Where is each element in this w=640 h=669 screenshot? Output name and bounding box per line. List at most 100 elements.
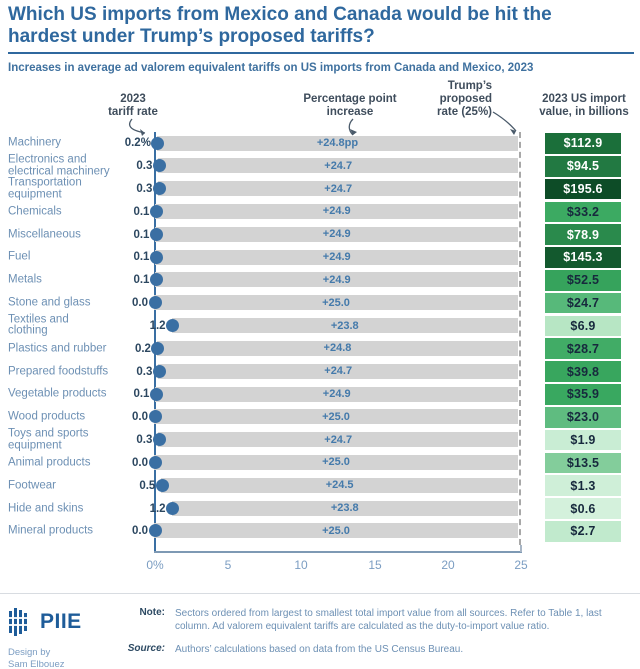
chart-subtitle: Increases in average ad valorem equivale… xyxy=(8,62,534,74)
increase-bar: +25.0 xyxy=(154,523,518,539)
import-value-badge: $2.7 xyxy=(545,521,621,542)
import-value-badge: $0.6 xyxy=(545,498,621,519)
tariff-rate-dot xyxy=(166,319,180,333)
tariff-rate-dot xyxy=(149,227,163,241)
tariff-rate-dot xyxy=(152,182,166,196)
source-text: Authors’ calculations based on data from… xyxy=(175,644,464,655)
tariff-rate-dot xyxy=(148,296,162,310)
import-value-badge: $145.3 xyxy=(545,247,621,268)
title-divider xyxy=(8,52,634,54)
x-tick-15: 15 xyxy=(368,558,382,572)
tariff-rate-dot xyxy=(152,364,166,378)
page-title: Which US imports from Mexico and Canada … xyxy=(8,4,552,47)
increase-bar: +24.8 xyxy=(156,340,518,356)
tariff-rate-value: 0.0 xyxy=(132,456,148,469)
import-value-badge: $13.5 xyxy=(545,452,621,474)
category-label: Prepared foodstuffs xyxy=(8,364,109,377)
chart-row: Animal products +25.0 0.0 $13.5 xyxy=(0,451,640,474)
import-value-badge: $28.7 xyxy=(545,338,621,360)
column-header-proposed-rate: Trump’s proposed rate (25%) xyxy=(437,80,492,118)
increase-value: +24.9 xyxy=(322,388,351,401)
x-tick-25: 25 xyxy=(514,558,528,572)
import-value-badge: $24.7 xyxy=(545,292,621,314)
increase-bar: +25.0 xyxy=(154,295,518,311)
increase-value: +24.7 xyxy=(324,433,353,446)
category-label: Stone and glass xyxy=(8,296,91,309)
import-value-badge: $1.9 xyxy=(545,429,621,451)
tariff-rate-value: 0.3 xyxy=(136,434,153,447)
category-label: Transportation equipment xyxy=(8,176,82,201)
increase-bar: +24.7 xyxy=(158,181,518,197)
tariff-rate-value: 0.2% xyxy=(124,137,151,150)
increase-bar: +23.8 xyxy=(171,500,518,516)
tariff-rate-dot xyxy=(149,273,163,287)
increase-bar: +24.9 xyxy=(155,249,518,265)
tariff-rate-value: 0.0 xyxy=(132,297,148,310)
tariff-rate-value: 0.0 xyxy=(132,525,148,538)
category-label: Footwear xyxy=(8,478,56,491)
tariff-rate-dot xyxy=(148,524,162,538)
source-label: Source: xyxy=(127,643,165,654)
chart-row: Miscellaneous +24.9 0.1 $78.9 xyxy=(0,223,640,246)
tariff-rate-dot xyxy=(149,204,163,218)
category-label: Machinery xyxy=(8,136,62,149)
piie-logo: PIIE xyxy=(8,606,118,638)
tariff-rate-dot xyxy=(148,455,162,469)
category-label: Chemicals xyxy=(8,205,62,218)
increase-bar: +24.9 xyxy=(155,386,518,402)
increase-value: +25.0 xyxy=(322,296,350,309)
increase-value: +24.7 xyxy=(324,182,353,195)
increase-bar: +24.9 xyxy=(155,226,518,242)
increase-value: +24.9 xyxy=(322,251,351,264)
tariff-rate-value: 0.5 xyxy=(139,479,156,492)
x-tick-5: 5 xyxy=(224,558,232,572)
increase-value: +24.8 xyxy=(323,342,352,355)
chart-row: Electronics and electrical machinery +24.… xyxy=(0,153,640,178)
chart-rows: Machinery +24.8pp 0.2% $112.9 Electronics an… xyxy=(0,132,640,543)
category-label: Toys and sports equipment xyxy=(8,427,89,452)
increase-value: +24.5 xyxy=(325,479,354,492)
increase-bar: +25.0 xyxy=(154,409,518,425)
tariff-rate-value: 1.2 xyxy=(149,319,166,332)
chart-row: Transportation equipment +24.7 0.3 $195.6 xyxy=(0,176,640,201)
category-label: Metals xyxy=(8,273,42,286)
x-tick-10: 10 xyxy=(294,558,308,572)
tariff-rate-value: 0.3 xyxy=(136,183,153,196)
increase-value: +24.9 xyxy=(322,205,351,218)
column-header-import-value: 2023 US import value, in billions xyxy=(539,93,629,118)
column-header-increase: Percentage point increase xyxy=(303,93,397,118)
increase-bar: +24.7 xyxy=(158,432,518,448)
increase-bar: +24.8pp xyxy=(156,135,518,151)
design-credit: Design by Sam Elbouez xyxy=(8,647,65,669)
import-value-badge: $39.8 xyxy=(545,361,621,382)
increase-bar: +25.0 xyxy=(154,454,518,470)
proposed-rate-dashed-line xyxy=(519,132,521,545)
chart-row: Chemicals +24.9 0.1 $33.2 xyxy=(0,200,640,223)
chart-row: Toys and sports equipment +24.7 0.3 $1.9 xyxy=(0,427,640,452)
chart-row: Fuel +24.9 0.1 $145.3 xyxy=(0,246,640,269)
tariff-rate-value: 1.2 xyxy=(149,502,166,515)
tariff-rate-value: 0.1 xyxy=(133,251,150,264)
x-tick-20: 20 xyxy=(441,558,455,572)
tariff-rate-value: 0.3 xyxy=(136,365,153,378)
increase-bar: +24.7 xyxy=(158,363,518,379)
chart-row: Plastics and rubber +24.8 0.2 $28.7 xyxy=(0,337,640,360)
category-label: Electronics and electrical machinery xyxy=(8,153,110,178)
import-value-badge: $195.6 xyxy=(545,178,621,200)
increase-bar: +24.9 xyxy=(155,203,518,219)
category-label: Wood products xyxy=(8,410,86,423)
category-label: Mineral products xyxy=(8,524,94,537)
tariff-rate-value: 0.3 xyxy=(136,160,153,173)
import-value-badge: $52.5 xyxy=(545,270,621,291)
import-value-badge: $33.2 xyxy=(545,201,621,223)
increase-value: +25.0 xyxy=(322,524,350,537)
x-axis-end-tick xyxy=(520,545,522,552)
tariff-rate-dot xyxy=(151,341,165,355)
category-label: Textiles and clothing xyxy=(8,313,69,337)
import-value-badge: $78.9 xyxy=(545,224,621,245)
import-value-badge: $6.9 xyxy=(545,315,621,337)
increase-value: +24.8pp xyxy=(316,137,359,149)
increase-value: +24.7 xyxy=(324,159,353,172)
category-label: Hide and skins xyxy=(8,501,84,514)
